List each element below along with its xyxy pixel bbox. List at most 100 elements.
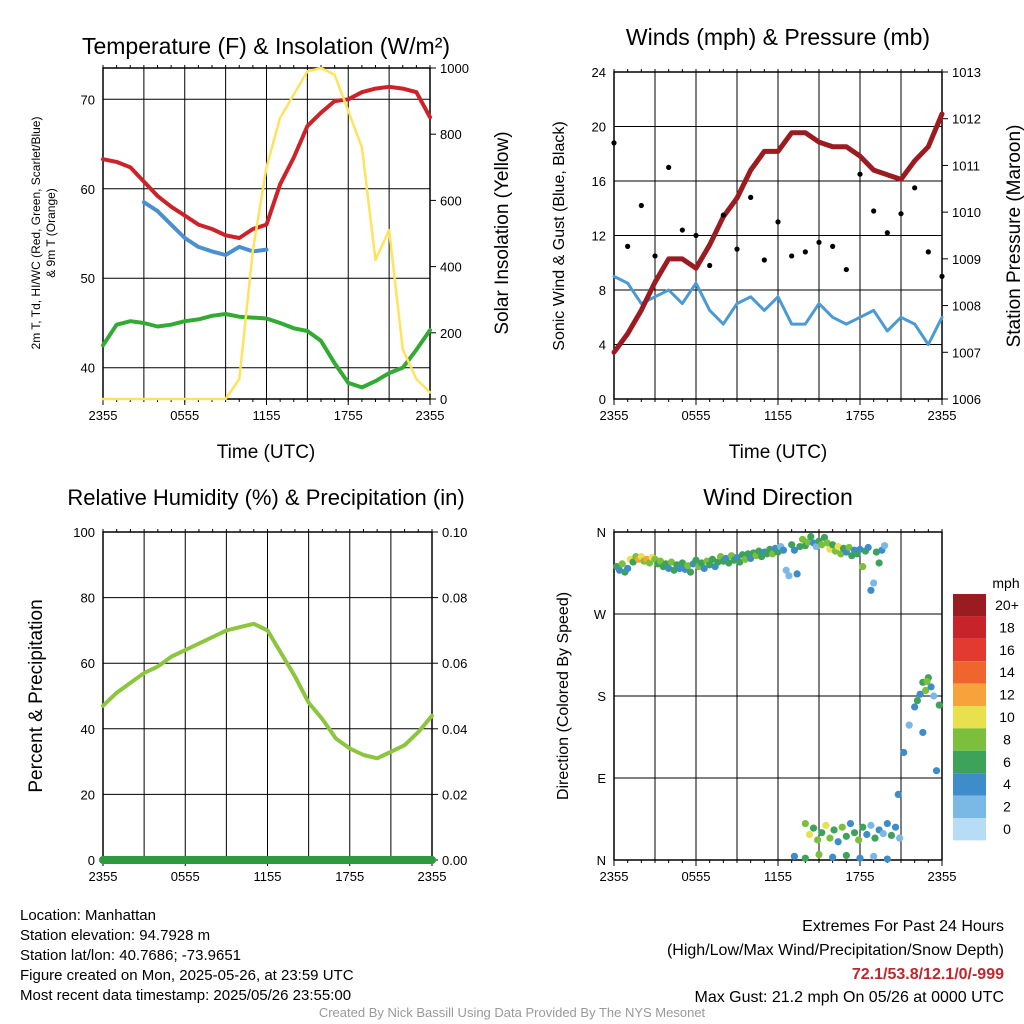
dir-point bbox=[788, 541, 796, 549]
rh-panel-ytick-label: 80 bbox=[81, 591, 95, 606]
dir-point bbox=[923, 677, 931, 686]
dir-point bbox=[864, 543, 872, 552]
wind-gust-marker bbox=[789, 253, 795, 259]
dir-panel-ytick-label: N bbox=[597, 525, 606, 540]
extremes-gust: Max Gust: 21.2 mph On 05/26 at 0000 UTC bbox=[694, 989, 1005, 1006]
wind-gust-marker bbox=[843, 266, 849, 273]
rh-y-axis-label: Percent & Precipitation bbox=[26, 599, 47, 792]
dir-legend-swatch bbox=[953, 683, 986, 706]
dir-legend-label: 16 bbox=[999, 642, 1015, 658]
dir-point bbox=[818, 541, 826, 549]
wind-gust-marker bbox=[761, 257, 767, 263]
dir-point bbox=[736, 558, 744, 566]
wind-panel-y2tick-label: 1009 bbox=[952, 252, 981, 267]
dir-point bbox=[678, 559, 686, 567]
wind-panel-ytick-label: 4 bbox=[599, 338, 606, 353]
dir-point bbox=[859, 563, 867, 571]
dir-point bbox=[684, 562, 692, 570]
dir-point bbox=[823, 539, 831, 547]
wind-gust-marker bbox=[775, 219, 781, 225]
dir-legend-title: mph bbox=[992, 575, 1019, 591]
dir-point bbox=[809, 824, 818, 832]
dir-point bbox=[875, 559, 883, 567]
wind-gust-marker bbox=[816, 239, 822, 245]
credit-line: Created By Nick Bassill Using Data Provi… bbox=[318, 1005, 706, 1020]
dir-point bbox=[814, 836, 822, 844]
wind-panel-xtick-label: 0555 bbox=[682, 408, 711, 423]
dir-legend-swatch bbox=[953, 773, 986, 796]
dir-point bbox=[656, 557, 665, 565]
wind-gust-marker bbox=[857, 171, 863, 177]
dir-point bbox=[834, 542, 842, 551]
temp-panel-xtick-label: 2355 bbox=[416, 408, 445, 423]
dir-point bbox=[916, 690, 924, 698]
wind-panel-ytick-label: 16 bbox=[592, 174, 606, 189]
dir-point bbox=[870, 579, 878, 587]
dir-legend-swatch bbox=[953, 706, 986, 729]
dir-y-axis-label: Direction (Colored By Speed) bbox=[555, 592, 572, 800]
rh-panel-ytick-label: 20 bbox=[81, 787, 95, 802]
wind-panel-xtick-label: 1155 bbox=[764, 408, 792, 423]
temp-chart-title: Temperature (F) & Insolation (W/m²) bbox=[82, 33, 450, 59]
dir-point bbox=[793, 570, 801, 578]
dir-point bbox=[855, 836, 863, 844]
wind-gust-marker bbox=[830, 243, 836, 249]
dir-point bbox=[829, 541, 837, 549]
dir-point bbox=[665, 564, 673, 573]
dir-point bbox=[820, 533, 829, 542]
wind-y-axis-label: Sonic Wind & Gust (Blue, Black) bbox=[551, 121, 568, 350]
temp-panel-y2tick-label: 800 bbox=[440, 127, 462, 142]
dir-legend-label: 4 bbox=[1003, 776, 1011, 792]
temp-panel-xtick-label: 2355 bbox=[89, 408, 118, 423]
wind-y2-axis-label: Station Pressure (Maroon) bbox=[1004, 125, 1024, 348]
dir-point bbox=[624, 564, 632, 573]
temp-x-axis-label: Time (UTC) bbox=[217, 442, 316, 463]
wind-gust-marker bbox=[679, 227, 685, 233]
dir-point bbox=[859, 823, 867, 831]
dir-point bbox=[883, 855, 891, 863]
dir-point bbox=[930, 692, 938, 700]
wind-gust-marker bbox=[925, 249, 931, 255]
dir-legend-label: 0 bbox=[1003, 821, 1011, 837]
dir-legend-swatch bbox=[953, 594, 986, 617]
dir-point bbox=[790, 852, 799, 860]
temp-panel-y2tick-label: 0 bbox=[440, 392, 447, 407]
wind-panel-y2tick-label: 1006 bbox=[952, 392, 981, 407]
rh-panel-ytick-label: 0 bbox=[88, 853, 95, 868]
wind-panel-xtick-label: 2355 bbox=[928, 408, 957, 423]
dir-point bbox=[779, 546, 788, 554]
dir-point bbox=[801, 854, 809, 862]
wind-chart-title: Winds (mph) & Pressure (mb) bbox=[626, 24, 930, 50]
info-created: Figure created on Mon, 2025-05-26, at 23… bbox=[20, 967, 354, 984]
dir-point bbox=[867, 821, 875, 829]
dir-point bbox=[768, 550, 777, 558]
temp-y-axis-label-line1: 2m T, Td, HI/WC (Red, Green, Scarlet/Blu… bbox=[29, 117, 43, 350]
dir-point bbox=[887, 831, 896, 840]
dir-legend-swatch bbox=[953, 638, 986, 662]
dir-point bbox=[815, 850, 823, 859]
dir-legend-label: 2 bbox=[1003, 799, 1011, 815]
dir-point bbox=[935, 701, 943, 709]
dir-point bbox=[796, 542, 804, 551]
dir-point bbox=[692, 556, 700, 564]
dir-point bbox=[615, 566, 624, 574]
dir-panel-xtick-label: 2355 bbox=[600, 869, 629, 884]
dir-point bbox=[927, 683, 935, 691]
dir-point bbox=[867, 586, 875, 594]
dir-panel-ytick-label: S bbox=[597, 689, 606, 704]
dir-point bbox=[919, 728, 927, 737]
dir-legend-label: 20+ bbox=[995, 597, 1019, 613]
rh-panel-xtick-label: 2355 bbox=[418, 869, 447, 884]
wind-gust-marker bbox=[734, 246, 740, 252]
dir-legend-label: 8 bbox=[1003, 731, 1011, 747]
wind-gust-marker bbox=[871, 208, 877, 214]
dir-panel-xtick-label: 1755 bbox=[846, 869, 875, 884]
dir-point bbox=[799, 535, 807, 543]
wind-gust-marker bbox=[912, 185, 918, 191]
dir-point bbox=[812, 542, 820, 551]
dir-point bbox=[714, 558, 722, 566]
dir-legend-label: 12 bbox=[999, 687, 1015, 703]
wind-panel-y2tick-label: 1007 bbox=[952, 345, 981, 360]
temp-series-windchill bbox=[141, 200, 269, 257]
wind-gust-marker bbox=[611, 140, 617, 146]
